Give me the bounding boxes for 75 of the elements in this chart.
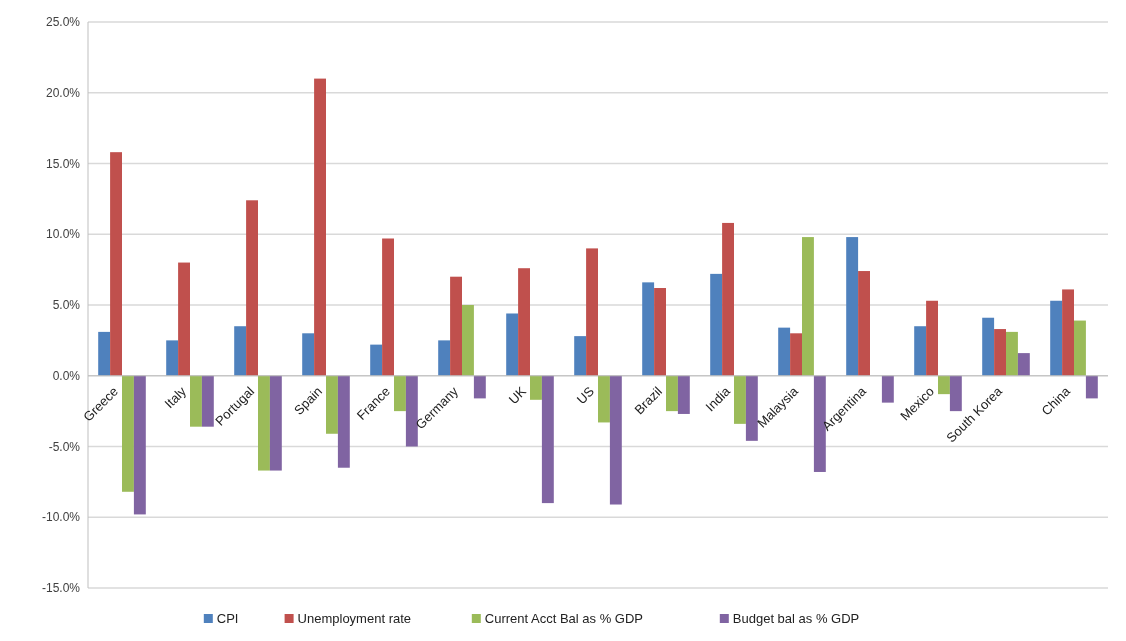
bar bbox=[337, 375, 350, 468]
bar bbox=[938, 375, 950, 395]
bar bbox=[98, 331, 111, 376]
bar bbox=[166, 340, 179, 376]
bar bbox=[258, 375, 270, 471]
bar bbox=[722, 222, 734, 376]
bar bbox=[133, 375, 146, 515]
y-tick-label: -5.0% bbox=[48, 439, 81, 454]
bar bbox=[609, 375, 622, 505]
bar bbox=[745, 375, 758, 441]
bar bbox=[518, 268, 530, 376]
y-tick-label: -15.0% bbox=[41, 581, 81, 596]
bar bbox=[642, 282, 655, 376]
bar bbox=[190, 375, 202, 427]
bar bbox=[926, 300, 938, 376]
bar bbox=[110, 152, 122, 376]
y-tick-label: 15.0% bbox=[45, 156, 81, 171]
bar bbox=[881, 375, 894, 403]
bar bbox=[778, 327, 791, 376]
y-tick-label: -10.0% bbox=[41, 510, 81, 525]
bar bbox=[982, 317, 995, 376]
legend-label: Current Acct Bal as % GDP bbox=[484, 611, 644, 626]
bar bbox=[914, 326, 927, 376]
bar bbox=[790, 333, 802, 376]
bar bbox=[370, 344, 383, 376]
bar bbox=[450, 276, 462, 376]
bar bbox=[473, 375, 486, 399]
bar bbox=[1062, 289, 1074, 376]
bar bbox=[178, 262, 190, 376]
bar bbox=[574, 336, 587, 376]
bar bbox=[677, 375, 690, 414]
bar bbox=[994, 329, 1006, 376]
y-tick-label: 10.0% bbox=[45, 227, 81, 242]
bar bbox=[1017, 353, 1030, 376]
bar bbox=[382, 238, 394, 376]
x-tick-label: US bbox=[573, 383, 598, 408]
legend-label: Budget bal as % GDP bbox=[732, 611, 860, 626]
bar bbox=[234, 326, 247, 376]
bar bbox=[1006, 331, 1018, 376]
y-tick-label: 0.0% bbox=[52, 368, 81, 383]
bar bbox=[122, 375, 134, 492]
bar bbox=[506, 313, 519, 376]
bar bbox=[802, 237, 814, 376]
bar bbox=[666, 375, 678, 412]
bar bbox=[1050, 300, 1063, 376]
bar bbox=[201, 375, 214, 427]
bar bbox=[541, 375, 554, 504]
bar bbox=[438, 340, 451, 376]
bar bbox=[462, 305, 474, 376]
bar bbox=[269, 375, 282, 471]
bar bbox=[1074, 320, 1086, 376]
bar bbox=[654, 288, 666, 376]
bar bbox=[858, 271, 870, 376]
bar bbox=[846, 237, 859, 376]
legend-label: Unemployment rate bbox=[297, 611, 412, 626]
bar bbox=[586, 248, 598, 376]
legend-label: CPI bbox=[216, 611, 239, 626]
y-tick-label: 25.0% bbox=[45, 15, 81, 30]
bar bbox=[394, 375, 406, 412]
bar bbox=[326, 375, 338, 434]
bar bbox=[734, 375, 746, 424]
bar bbox=[314, 78, 326, 376]
y-tick-label: 20.0% bbox=[45, 85, 81, 100]
x-tick-label: UK bbox=[505, 383, 530, 408]
x-tick-label: Italy bbox=[161, 383, 190, 412]
y-tick-label: 5.0% bbox=[52, 298, 81, 313]
bar bbox=[1085, 375, 1098, 399]
bar bbox=[530, 375, 542, 400]
bar bbox=[710, 273, 723, 376]
bar bbox=[598, 375, 610, 423]
bar bbox=[813, 375, 826, 472]
bar bbox=[246, 200, 258, 376]
bar bbox=[405, 375, 418, 447]
bar bbox=[302, 333, 315, 376]
bar bbox=[949, 375, 962, 412]
